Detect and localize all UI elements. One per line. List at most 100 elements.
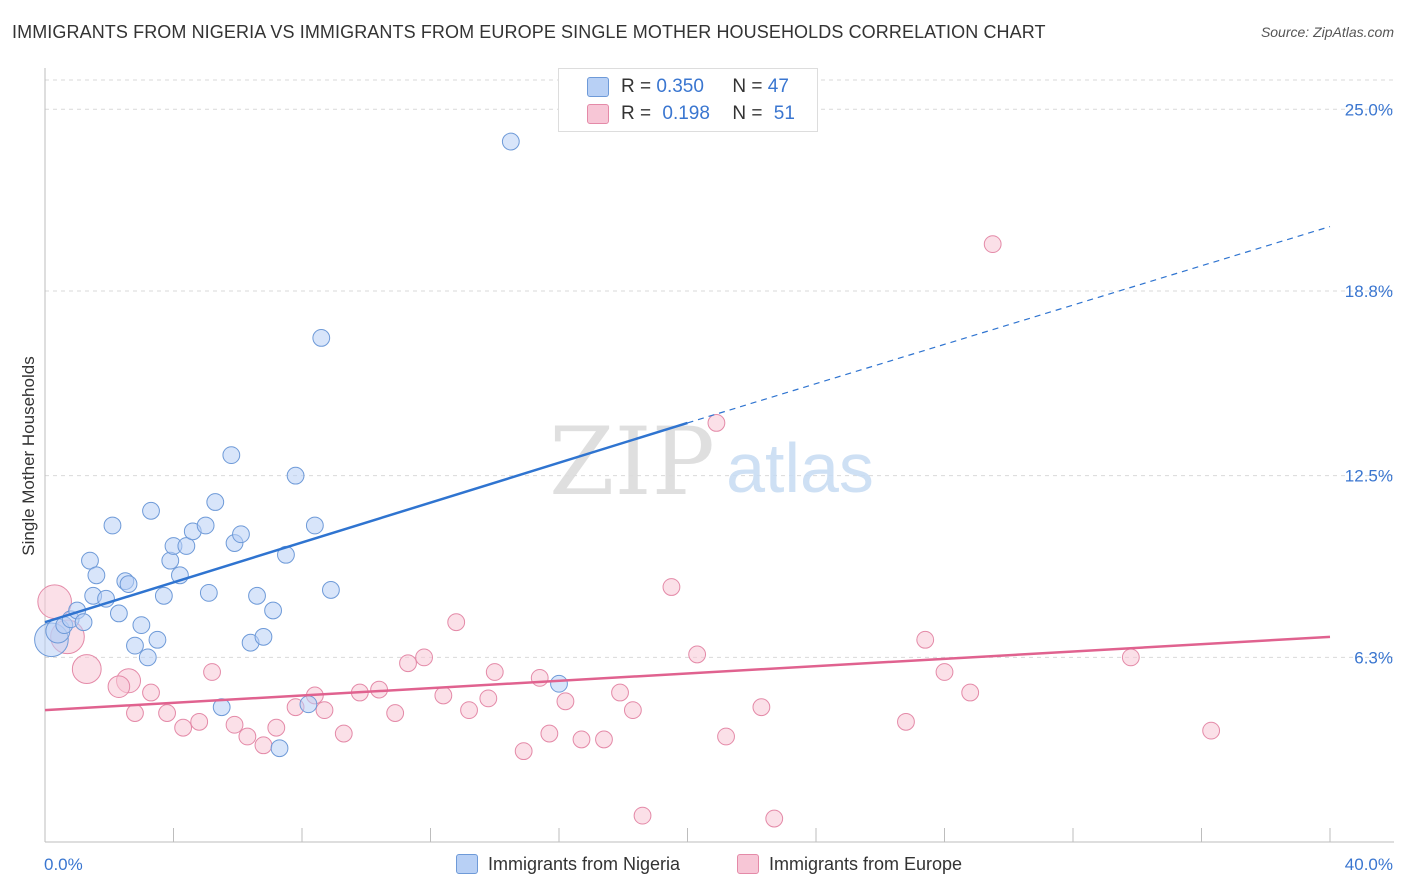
europe-point xyxy=(267,718,286,737)
watermark-zip: ZIP xyxy=(549,408,715,517)
nigeria-point xyxy=(126,636,144,655)
europe-point xyxy=(447,613,466,632)
legend-item-europe[interactable]: Immigrants from Europe xyxy=(737,852,962,876)
n-label: N = xyxy=(732,76,763,97)
europe-point xyxy=(1202,721,1221,740)
nigeria-point xyxy=(501,132,520,151)
nigeria-point xyxy=(286,466,305,485)
europe-points xyxy=(37,235,1221,828)
europe-legend-swatch xyxy=(737,854,759,874)
europe-point xyxy=(203,663,221,681)
europe-point xyxy=(254,736,273,755)
europe-point xyxy=(633,806,652,825)
europe-point xyxy=(623,701,642,720)
europe-point xyxy=(707,414,726,432)
europe-point xyxy=(897,712,915,731)
legend-item-nigeria[interactable]: Immigrants from Nigeria xyxy=(456,852,680,876)
nigeria-swatch xyxy=(587,77,609,97)
r-label: R = xyxy=(621,103,652,124)
europe-swatch xyxy=(587,104,609,124)
europe-point xyxy=(983,235,1002,254)
nigeria-point xyxy=(312,329,331,347)
tick-labels: 6.3% 12.5% 18.8% 25.0% 0.0% 40.0% xyxy=(44,100,1393,874)
nigeria-point xyxy=(206,493,225,511)
europe-point xyxy=(225,715,244,734)
legend-label-europe: Immigrants from Europe xyxy=(769,853,963,874)
europe-point xyxy=(315,701,334,720)
nigeria-point xyxy=(254,627,273,646)
europe-point xyxy=(415,648,433,667)
europe-point xyxy=(514,742,533,761)
nigeria-trend-line xyxy=(44,421,688,624)
r-value-nigeria: 0.350 xyxy=(656,76,704,97)
europe-point xyxy=(916,630,935,649)
nigeria-point xyxy=(142,501,160,520)
europe-point xyxy=(556,692,575,711)
chart-title: IMMIGRANTS FROM NIGERIA VS IMMIGRANTS FR… xyxy=(12,22,1046,42)
nigeria-point xyxy=(550,674,568,693)
europe-point xyxy=(572,730,591,749)
nigeria-point xyxy=(87,566,106,585)
nigeria-point xyxy=(148,630,167,649)
nigeria-point xyxy=(103,516,122,535)
nigeria-point xyxy=(264,601,282,620)
europe-point xyxy=(71,654,102,684)
nigeria-points xyxy=(34,132,568,758)
europe-point xyxy=(688,645,707,664)
europe-point xyxy=(935,663,954,681)
n-value-europe: 51 xyxy=(773,103,795,124)
europe-point xyxy=(434,686,453,705)
nigeria-point xyxy=(212,698,231,717)
nigeria-point xyxy=(132,616,151,635)
nigeria-legend-swatch xyxy=(456,854,478,874)
europe-point xyxy=(717,727,735,746)
europe-point xyxy=(1121,648,1140,667)
europe-point xyxy=(479,689,498,708)
nigeria-point xyxy=(74,613,93,632)
europe-point xyxy=(662,578,681,596)
europe-point xyxy=(158,704,176,722)
nigeria-point xyxy=(232,525,250,544)
legend-row-europe: R = 0.198 N = 51 xyxy=(587,101,795,127)
axes xyxy=(44,68,1394,843)
nigeria-point xyxy=(109,604,128,623)
nigeria-point xyxy=(196,516,215,535)
correlation-legend: R = 0.350 N = 47 R = 0.198 N = 51 xyxy=(558,68,818,132)
europe-point xyxy=(460,701,478,720)
europe-point xyxy=(386,704,405,722)
europe-point xyxy=(190,712,209,731)
nigeria-point xyxy=(222,446,241,465)
europe-point xyxy=(334,724,353,743)
nigeria-point xyxy=(177,537,196,555)
n-label: N = xyxy=(732,103,763,124)
nigeria-trend-extension xyxy=(687,225,1331,424)
europe-point xyxy=(142,683,160,702)
nigeria-point xyxy=(154,586,173,605)
y-tick-label: 6.3% xyxy=(1354,648,1393,667)
watermark-atlas: atlas xyxy=(726,429,874,507)
nigeria-point xyxy=(119,575,138,593)
grid-lines xyxy=(45,79,1394,658)
europe-point xyxy=(961,683,980,702)
nigeria-point xyxy=(299,695,318,714)
x-tick-label-min: 0.0% xyxy=(44,855,83,874)
y-tick-label: 18.8% xyxy=(1345,282,1393,301)
nigeria-point xyxy=(81,551,99,570)
y-axis-label: Single Mother Households xyxy=(19,356,38,555)
nigeria-point xyxy=(322,581,340,599)
europe-point xyxy=(765,809,784,828)
europe-point xyxy=(752,698,771,717)
europe-point xyxy=(611,683,629,702)
nigeria-point xyxy=(199,583,218,602)
europe-point xyxy=(485,663,504,681)
europe-point xyxy=(399,654,417,673)
europe-point xyxy=(174,718,193,737)
n-value-nigeria: 47 xyxy=(767,76,789,97)
europe-point xyxy=(107,675,131,698)
nigeria-point xyxy=(305,516,324,535)
source-credit: Source: ZipAtlas.com xyxy=(1260,24,1394,40)
europe-point xyxy=(238,727,257,746)
watermark: ZIP atlas xyxy=(549,408,874,517)
r-value-europe: 0.198 xyxy=(662,103,710,124)
nigeria-point xyxy=(161,551,180,570)
